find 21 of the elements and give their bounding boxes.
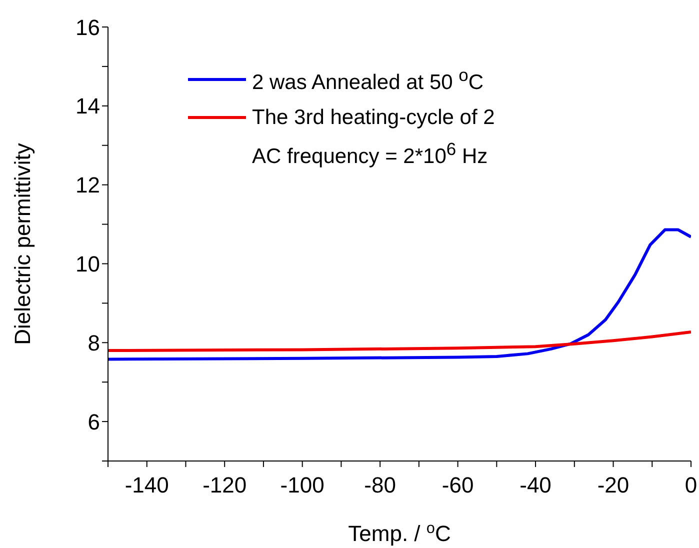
x-tick-label: -120 (202, 472, 247, 498)
x-tick-label: -140 (124, 472, 169, 498)
y-tick-label: 10 (76, 252, 100, 277)
line-series (108, 330, 691, 352)
x-tick-label: -60 (442, 472, 474, 498)
line-series (108, 228, 691, 361)
y-tick-label: 8 (88, 330, 100, 356)
x-tick-label: 0 (684, 472, 698, 498)
x-axis-title: Temp. / $^{o}$C (348, 520, 451, 546)
x-tick-label: -40 (520, 472, 552, 498)
annotation: AC frequency = 2*10$^{6}$ Hz (252, 139, 488, 169)
y-tick-label: 12 (76, 172, 100, 198)
y-tick-label: 16 (76, 14, 100, 40)
y-tick-label: 14 (76, 94, 100, 119)
legend-label: 2 was Annealed at 50 $^{o}$C (252, 64, 484, 96)
legend-label: The 3rd heating-cycle of 2 (252, 105, 495, 131)
y-tick-label: 6 (88, 409, 100, 434)
x-tick-label: -20 (597, 472, 630, 498)
x-tick-label: -80 (364, 472, 396, 498)
x-tick-label: -100 (280, 472, 324, 498)
y-axis-title: Dielectric permittivity (10, 143, 35, 345)
